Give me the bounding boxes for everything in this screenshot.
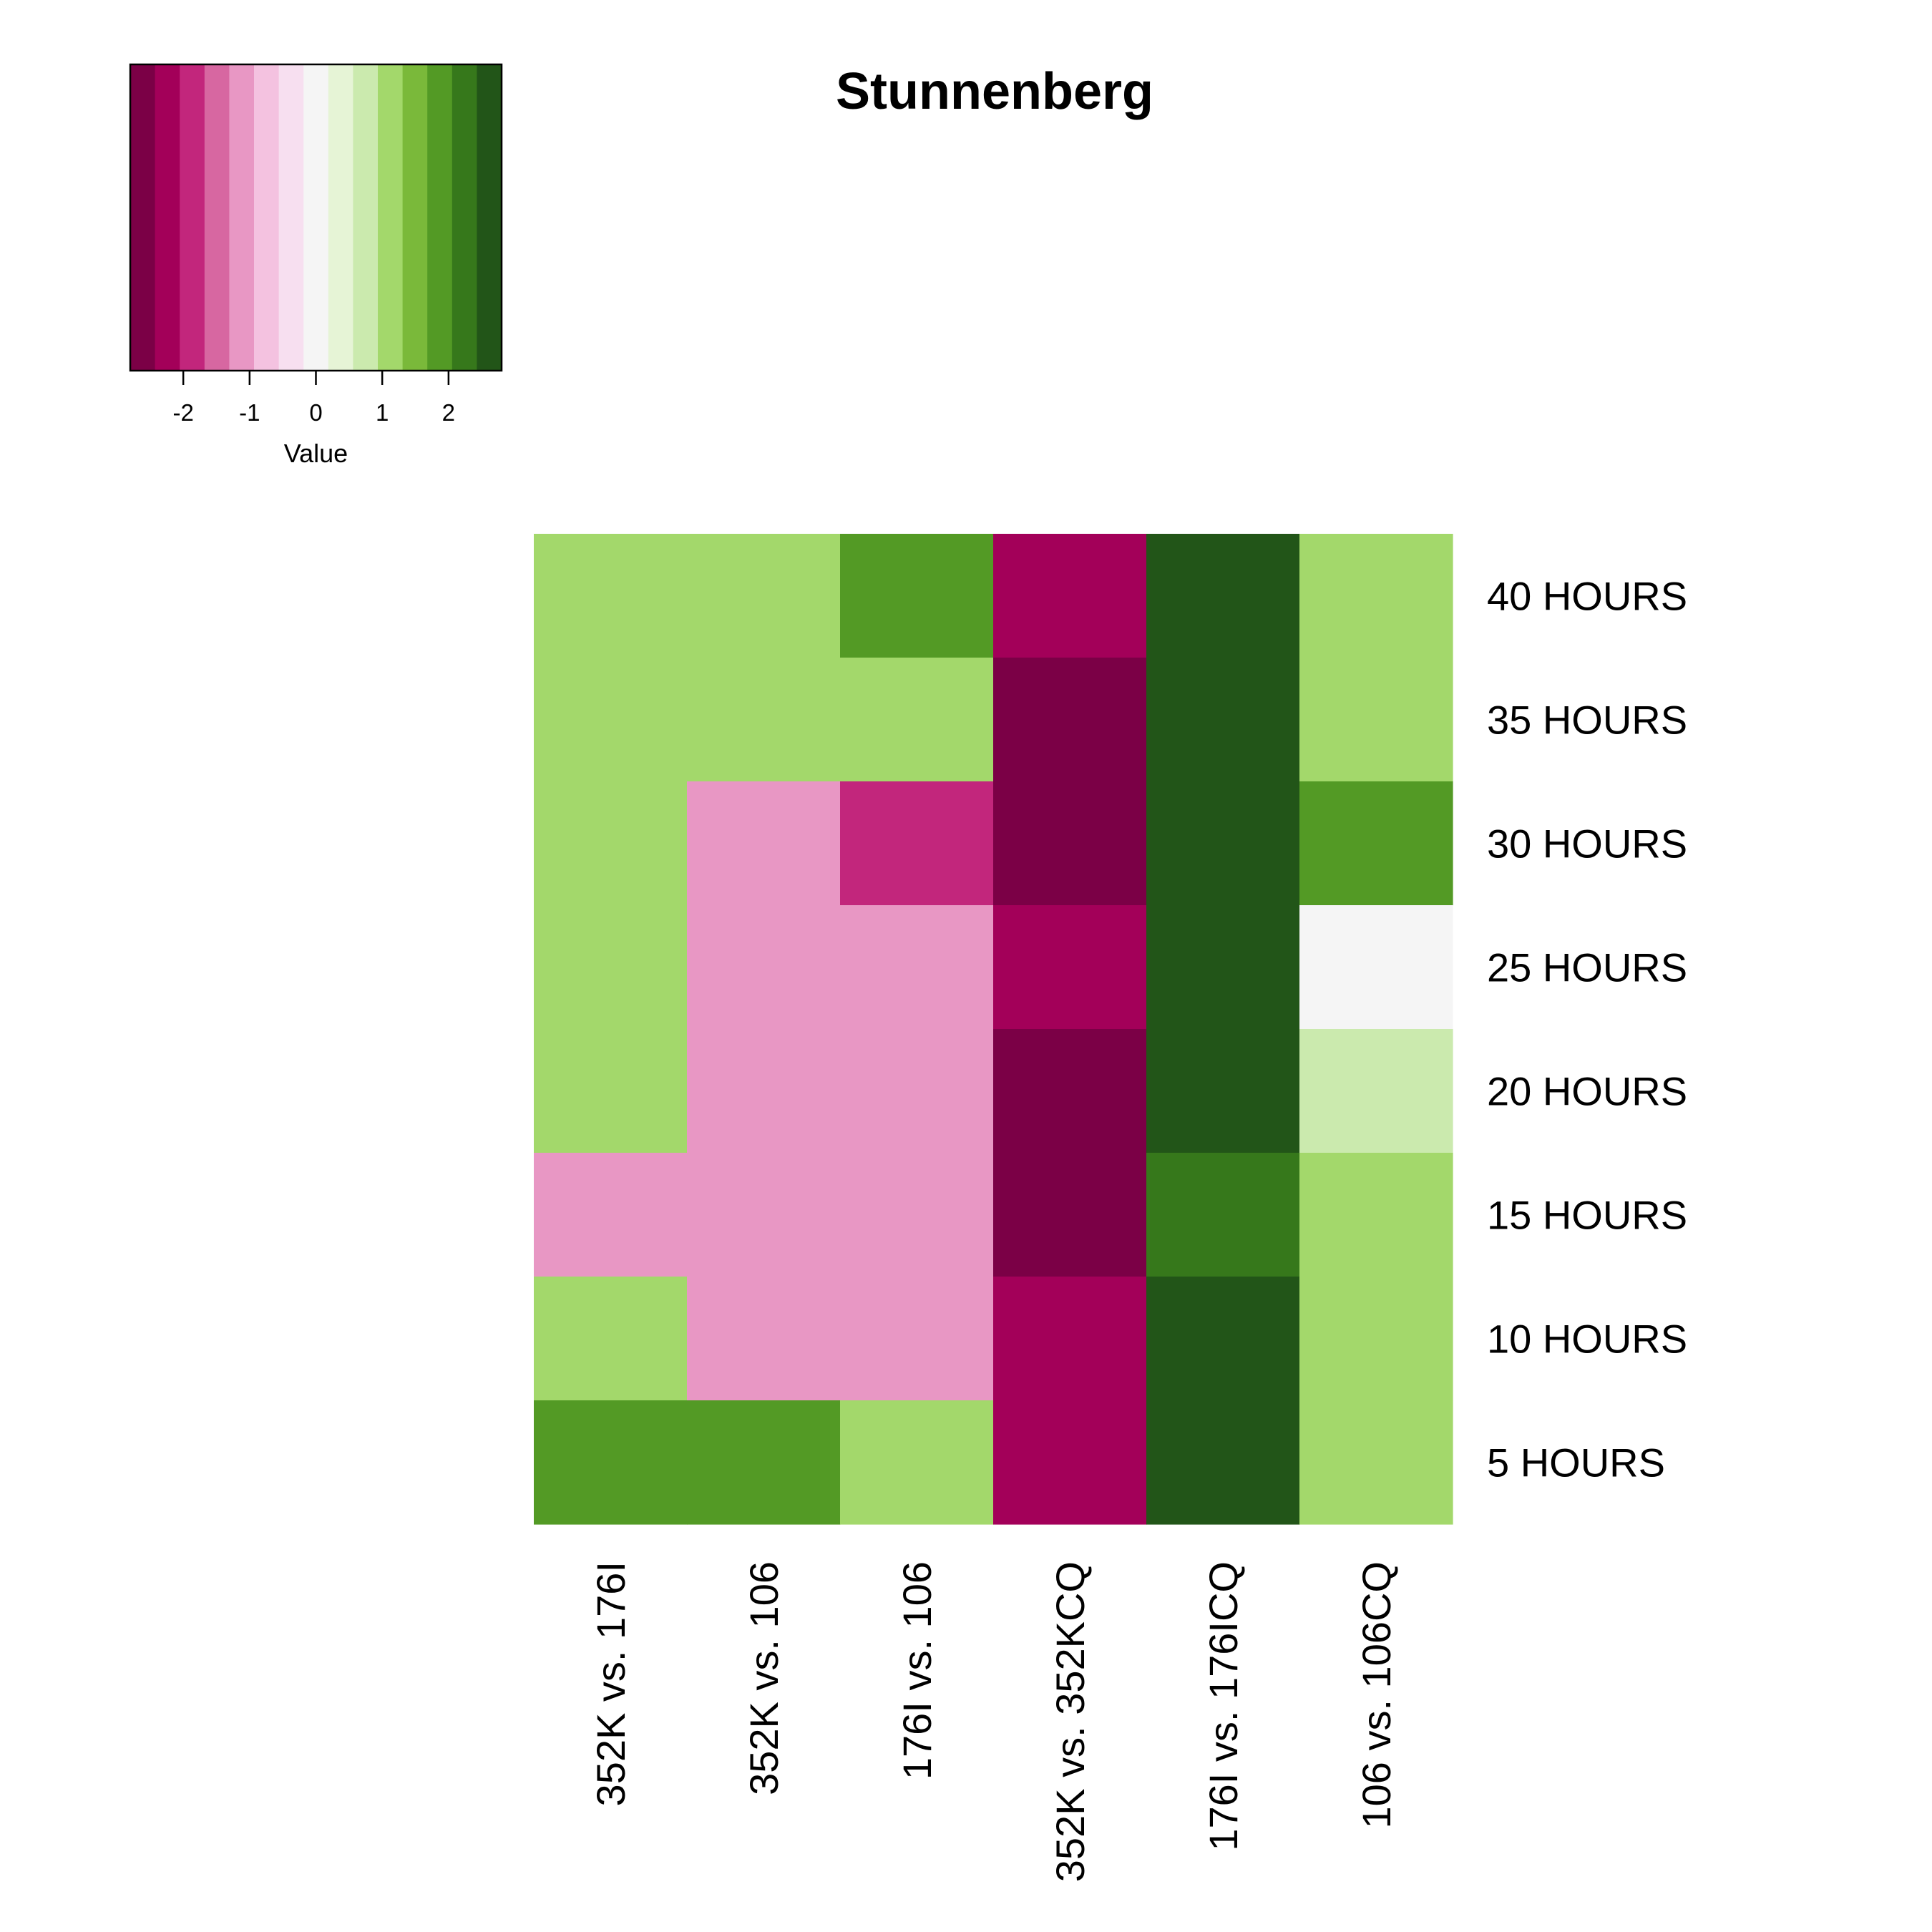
heatmap-cell	[687, 1153, 841, 1277]
color-key-swatch	[130, 64, 156, 371]
heatmap-cell	[534, 658, 688, 782]
heatmap-cell	[840, 905, 994, 1030]
heatmap-cell	[534, 1153, 688, 1277]
chart-title: Stunnenberg	[836, 63, 1153, 120]
heatmap-cell	[993, 658, 1147, 782]
color-key-tick-label: 1	[376, 399, 389, 426]
heatmap-cell	[840, 781, 994, 906]
color-key-swatch	[353, 64, 379, 371]
column-label: 176I vs. 176ICQ	[1201, 1561, 1246, 1851]
color-key-tick-label: -2	[172, 399, 193, 426]
heatmap-cell	[1299, 534, 1453, 658]
color-key-swatch	[155, 64, 180, 371]
heatmap-cell	[534, 1029, 688, 1153]
color-key-tick-label: 0	[309, 399, 322, 426]
row-labels: 40 HOURS 35 HOURS 30 HOURS 25 HOURS 20 HOURS…	[1487, 574, 1687, 1485]
color-key-swatches	[130, 64, 502, 371]
row-label: 10 HOURS	[1487, 1317, 1687, 1362]
heatmap-cell	[534, 781, 688, 906]
color-key-swatch	[303, 64, 329, 371]
row-label: 20 HOURS	[1487, 1069, 1687, 1114]
column-label: 106 vs. 106CQ	[1354, 1561, 1399, 1829]
heatmap-cell	[534, 534, 688, 658]
color-key-swatch	[254, 64, 280, 371]
color-key-axis: -2 -1 0 1 2	[172, 371, 455, 426]
row-label: 30 HOURS	[1487, 821, 1687, 867]
column-labels: 352K vs. 176I 352K vs. 106 176I vs. 106 352…	[588, 1561, 1399, 1882]
heatmap-cell	[1146, 1277, 1300, 1401]
heatmap-cell	[687, 781, 841, 906]
color-key-swatch	[378, 64, 404, 371]
row-label: 35 HOURS	[1487, 698, 1687, 743]
heatmap-cell	[687, 1400, 841, 1525]
heatmap-cell	[1146, 1153, 1300, 1277]
heatmap-cell	[840, 1153, 994, 1277]
heatmap-cell	[687, 905, 841, 1030]
color-key-swatch	[278, 64, 304, 371]
color-key-swatch	[328, 64, 353, 371]
heatmap-cell	[840, 1029, 994, 1153]
heatmap-cell	[840, 1400, 994, 1525]
heatmap-cell	[1146, 658, 1300, 782]
heatmap-cell	[993, 781, 1147, 906]
row-label: 25 HOURS	[1487, 945, 1687, 990]
color-key-swatch	[452, 64, 477, 371]
heatmap-cell	[1299, 905, 1453, 1030]
heatmap-cell	[1146, 1029, 1300, 1153]
heatmap-cell	[993, 1153, 1147, 1277]
column-label: 176I vs. 106	[894, 1561, 940, 1780]
column-label: 352K vs. 352KCQ	[1048, 1561, 1093, 1882]
heatmap-cell	[993, 1029, 1147, 1153]
heatmap-cell	[687, 1277, 841, 1401]
color-key-swatch	[229, 64, 255, 371]
heatmap-cell	[1299, 658, 1453, 782]
heatmap-cell	[1146, 534, 1300, 658]
heatmap-cell	[687, 1029, 841, 1153]
heatmap-cell	[993, 1400, 1147, 1525]
column-label: 352K vs. 176I	[588, 1561, 633, 1806]
heatmap-cell	[1299, 1400, 1453, 1525]
heatmap-cell	[1299, 781, 1453, 906]
heatmap-cell	[840, 1277, 994, 1401]
color-key-swatch	[204, 64, 230, 371]
row-label: 15 HOURS	[1487, 1193, 1687, 1238]
color-key-tick-label: 2	[442, 399, 455, 426]
heatmap-cell	[993, 905, 1147, 1030]
color-key-swatch	[477, 64, 502, 371]
heatmap-cell	[1299, 1277, 1453, 1401]
color-key: -2 -1 0 1 2 Value	[129, 63, 503, 468]
color-key-tick-label: -1	[239, 399, 260, 426]
column-label: 352K vs. 106	[741, 1561, 786, 1795]
row-label: 40 HOURS	[1487, 574, 1687, 619]
color-key-swatch	[180, 64, 205, 371]
heatmap-cell	[1146, 781, 1300, 906]
heatmap-cell	[534, 1400, 688, 1525]
heatmap-cell	[840, 658, 994, 782]
heatmap-cell	[1146, 905, 1300, 1030]
heatmap-cell	[993, 1277, 1147, 1401]
heatmap-cell	[1299, 1153, 1453, 1277]
heatmap-cells	[534, 534, 1453, 1525]
row-label: 5 HOURS	[1487, 1440, 1665, 1485]
color-key-swatch	[427, 64, 453, 371]
heatmap-cell	[1299, 1029, 1453, 1153]
color-key-label: Value	[284, 439, 348, 468]
color-key-swatch	[402, 64, 428, 371]
heatmap-cell	[687, 534, 841, 658]
heatmap-cell	[534, 1277, 688, 1401]
heatmap-cell	[1146, 1400, 1300, 1525]
heatmap-cell	[687, 658, 841, 782]
heatmap-cell	[534, 905, 688, 1030]
heatmap-cell	[993, 534, 1147, 658]
heatmap-cell	[840, 534, 994, 658]
